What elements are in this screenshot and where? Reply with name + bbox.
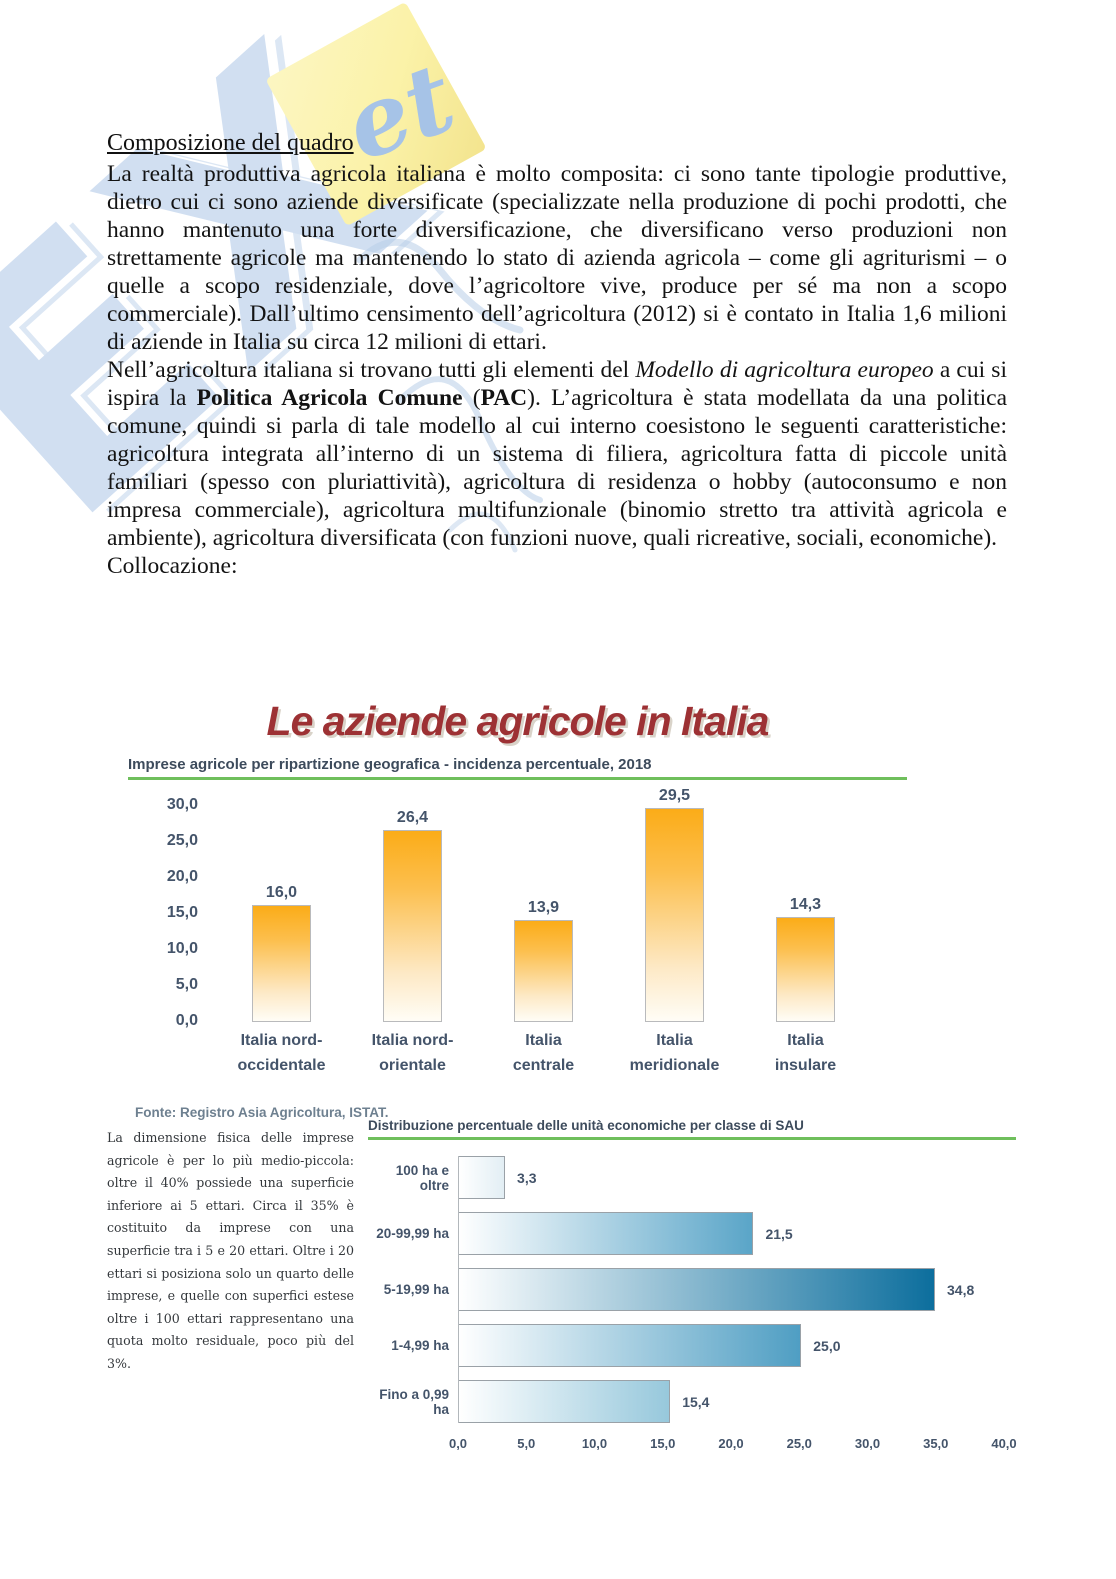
bar bbox=[383, 829, 442, 1022]
hbar-category-label: 5-19,99 ha bbox=[383, 1282, 449, 1297]
y-tick-label: 15,0 bbox=[166, 904, 198, 921]
text-segment: a cui si ispira la bbox=[107, 357, 1007, 411]
bar bbox=[514, 919, 573, 1022]
hbar-row: 100 ha e oltre 3,3 bbox=[396, 1156, 1016, 1199]
x-tick-label: 40,0 bbox=[991, 1436, 1017, 1451]
bar-slot: 16,0 bbox=[216, 787, 347, 1022]
bar-slot: 14,3 bbox=[740, 787, 871, 1022]
hbar-row: 1-4,99 ha 25,0 bbox=[391, 1324, 1016, 1367]
bar-value-label: 26,4 bbox=[396, 808, 429, 826]
hbar bbox=[459, 1380, 671, 1423]
hbar-category-label: Fino a 0,99 ha bbox=[379, 1386, 449, 1417]
hbar bbox=[459, 1156, 506, 1199]
paragraph-2: Nell’agricoltura italiana si trovano tut… bbox=[107, 356, 1007, 552]
paragraph-1: La realtà produttiva agricola italiana è… bbox=[107, 161, 1007, 355]
text-segment: PAC bbox=[480, 385, 528, 411]
hbar bbox=[459, 1212, 754, 1255]
text-segment: ( bbox=[462, 385, 481, 411]
x-tick-label: 5,0 bbox=[517, 1436, 536, 1451]
chart1-title: Le aziende agricole in Italia bbox=[266, 698, 770, 744]
bar-value-label: 13,9 bbox=[527, 898, 560, 916]
bar-category-label: Italia meridionale bbox=[629, 1032, 720, 1074]
hbar bbox=[459, 1268, 936, 1311]
chart-aziende-agricole: Le aziende agricole in Italia Imprese ag… bbox=[128, 698, 907, 1120]
hbar-category-label: 20-99,99 ha bbox=[376, 1226, 449, 1241]
chart1-plot-area: 30,0 25,0 20,0 15,0 10,0 5,0 0,0 16,0 26,4 13,9 29… bbox=[128, 782, 907, 1029]
bar-category-label: Italia centrale bbox=[512, 1032, 575, 1074]
x-tick-label: 25,0 bbox=[786, 1436, 812, 1451]
y-tick-label: 20,0 bbox=[166, 868, 198, 885]
text-segment: Politica Agricola Comune bbox=[196, 385, 463, 411]
chart2-plot-area: 100 ha e oltre 3,3 20-99,99 ha 21,5 5-19,99 … bbox=[376, 1156, 1016, 1423]
bar bbox=[252, 904, 311, 1022]
bar-value-label: 29,5 bbox=[658, 786, 691, 804]
bar bbox=[776, 917, 835, 1022]
bar-slot: 26,4 bbox=[347, 787, 478, 1022]
y-tick-label: 30,0 bbox=[166, 796, 198, 813]
hbar-value-label: 21,5 bbox=[765, 1225, 793, 1242]
x-tick-label: 15,0 bbox=[650, 1436, 676, 1451]
hbar-row: 5-19,99 ha 34,8 bbox=[384, 1268, 1016, 1311]
text-segment: Nell’agricoltura italiana si trovano tut… bbox=[107, 357, 636, 383]
bar-value-label: 16,0 bbox=[265, 883, 298, 901]
x-tick-label: 35,0 bbox=[923, 1436, 949, 1451]
chart1-source-note: Fonte: Registro Asia Agricoltura, ISTAT. bbox=[135, 1104, 389, 1120]
bar-group: 16,0 26,4 13,9 29,5 14,3 bbox=[216, 787, 871, 1022]
hbar-value-label: 34,8 bbox=[947, 1281, 975, 1298]
hbar-category-label: 1-4,99 ha bbox=[391, 1338, 449, 1353]
hbar-value-label: 25,0 bbox=[813, 1337, 841, 1354]
text-segment: ). L’agricoltura è stata modellata da un… bbox=[107, 385, 1007, 551]
y-tick-label: 10,0 bbox=[166, 940, 198, 957]
y-tick-label: 25,0 bbox=[166, 832, 198, 849]
x-tick-label: 20,0 bbox=[718, 1436, 744, 1451]
chart1-green-rule bbox=[128, 777, 907, 780]
chart2-green-rule bbox=[368, 1137, 1016, 1140]
hbar-row: 20-99,99 ha 21,5 bbox=[376, 1212, 1016, 1255]
x-tick-label: 10,0 bbox=[581, 1436, 608, 1451]
chart2-x-axis: 0,0 5,0 10,0 15,0 20,0 25,0 30,0 35,0 40,0 bbox=[449, 1436, 1017, 1456]
bar-category-label: Italia nord- orientale bbox=[371, 1032, 454, 1074]
collocazione-label: Collocazione: bbox=[107, 553, 238, 579]
bar-category-label: Italia insulare bbox=[774, 1032, 837, 1074]
chart1-subtitle: Imprese agricole per ripartizione geogra… bbox=[128, 756, 652, 773]
text-segment: Modello di agricoltura europeo bbox=[635, 357, 934, 383]
hbar-row: Fino a 0,99 ha 15,4 bbox=[379, 1380, 1016, 1423]
text-block: Composizione del quadro La realtà produt… bbox=[107, 130, 1007, 580]
bar bbox=[645, 807, 704, 1022]
x-tick-label: 0,0 bbox=[448, 1436, 468, 1451]
hbar-value-label: 15,4 bbox=[682, 1393, 710, 1410]
y-tick-label: 0,0 bbox=[175, 1012, 198, 1029]
chart2-title: Distribuzione percentuale delle unità ec… bbox=[368, 1118, 804, 1133]
hbar-category-label: 100 ha e oltre bbox=[395, 1162, 449, 1193]
hbar-value-label: 3,3 bbox=[517, 1169, 537, 1186]
x-tick-label: 30,0 bbox=[854, 1436, 881, 1451]
side-note: La dimensione fisica delle imprese agric… bbox=[107, 1130, 354, 1371]
bar-category-label: Italia nord- occidentale bbox=[237, 1032, 326, 1074]
chart1-category-axis: Italia nord- occidentale Italia nord- ori… bbox=[216, 1029, 907, 1079]
bar-slot: 13,9 bbox=[478, 787, 609, 1022]
chart-distribuzione-sau: Distribuzione percentuale delle unità ec… bbox=[368, 1118, 1017, 1456]
y-tick-label: 5,0 bbox=[175, 976, 198, 993]
bar-value-label: 14,3 bbox=[789, 896, 822, 914]
bar-slot: 29,5 bbox=[609, 787, 740, 1022]
hbar bbox=[459, 1324, 802, 1367]
section-heading: Composizione del quadro bbox=[107, 130, 354, 156]
